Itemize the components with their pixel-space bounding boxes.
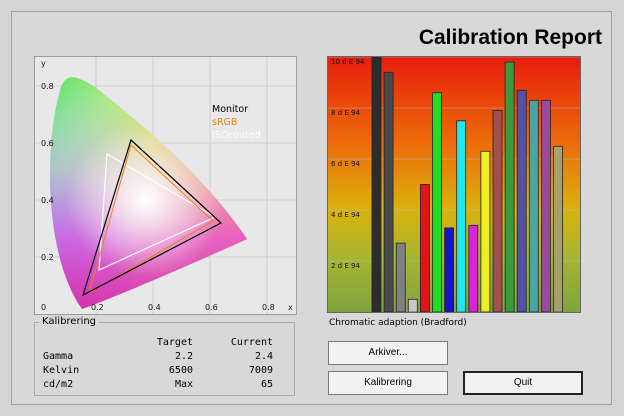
bar: [528, 99, 539, 312]
y-tick-label: 4 d E 94: [331, 211, 360, 219]
quit-button[interactable]: Quit: [463, 371, 583, 395]
current-value: 7009: [248, 364, 273, 376]
cie-plot-svg: [35, 57, 296, 314]
chart-caption: Chromatic adaption (Bradford): [329, 318, 467, 328]
calibrate-button[interactable]: Kalibrering: [328, 371, 448, 395]
cie-chromaticity-plot: y x 0.8 0.6 0.4 0.2 0 0.2 0.4 0.6 0.8 Mo…: [34, 56, 297, 315]
legend-monitor: Monitor: [212, 104, 249, 115]
target-value: 6500: [168, 364, 193, 376]
legend-isocoated: ISOcoated: [212, 130, 261, 141]
column-header: [43, 335, 113, 349]
x-tick: 0.2: [91, 303, 104, 312]
x-axis-label: x: [288, 303, 293, 312]
y-tick: 0.6: [41, 139, 54, 148]
column-header: Target: [156, 336, 193, 348]
x-tick: 0.4: [148, 303, 161, 312]
bar: [456, 120, 467, 312]
calibration-table: Target Current Gamma 2.2 2.4 Kelvin 6500…: [43, 335, 273, 391]
y-tick: 0.4: [41, 196, 54, 205]
row-label: cd/m2: [43, 378, 74, 390]
table-row: Kelvin 6500 7009: [43, 363, 273, 377]
table-row: cd/m2 Max 65: [43, 377, 273, 391]
group-title: Kalibrering: [39, 316, 100, 327]
row-label: Kelvin: [43, 364, 80, 376]
bar: [516, 89, 527, 312]
y-tick-label: 8 d E 94: [331, 109, 360, 117]
bar: [480, 150, 491, 312]
kalibrering-group: Kalibrering Target Current Gamma 2.2 2.4…: [34, 316, 295, 396]
x-tick: 0.8: [262, 303, 275, 312]
archive-button[interactable]: Arkiver...: [328, 341, 448, 365]
y-axis-label: y: [41, 59, 46, 68]
y-tick: 0.2: [41, 253, 54, 262]
target-value: 2.2: [174, 350, 193, 362]
legend-srgb: sRGB: [212, 117, 238, 128]
y-tick: 0: [41, 303, 47, 312]
row-label: Gamma: [43, 350, 74, 362]
bar: [371, 57, 382, 312]
bar: [407, 298, 418, 312]
bar: [468, 224, 479, 312]
page-title: Calibration Report: [418, 26, 602, 49]
table-header-row: Target Current: [43, 335, 273, 349]
spectral-locus: [49, 77, 247, 309]
monitor-gamut: [82, 138, 223, 297]
isocoated-gamut: [98, 152, 217, 271]
y-tick-label: 10 d E 94: [331, 58, 365, 66]
bar: [492, 110, 503, 312]
bar: [420, 184, 430, 312]
srgb-gamut: [88, 144, 214, 295]
bar: [504, 61, 515, 312]
delta-e-bar-chart: 10 d E 94 8 d E 94 6 d E 94 4 d E 94 2 d E 9…: [327, 56, 581, 313]
table-row: Gamma 2.2 2.4: [43, 349, 273, 363]
y-tick-label: 2 d E 94: [331, 262, 360, 270]
y-tick-label: 6 d E 94: [331, 160, 360, 168]
current-value: 65: [260, 378, 273, 390]
target-value: Max: [174, 378, 193, 390]
y-tick: 0.8: [41, 82, 54, 91]
bar: [383, 71, 394, 312]
bar: [432, 92, 442, 312]
bar-chart-svg: 10 d E 94 8 d E 94 6 d E 94 4 d E 94 2 d E 9…: [328, 57, 580, 312]
bar: [395, 242, 406, 312]
column-header: Current: [230, 336, 273, 348]
current-value: 2.4: [254, 350, 273, 362]
bar: [553, 145, 563, 312]
x-tick: 0.6: [205, 303, 218, 312]
bar: [444, 227, 454, 312]
bar: [540, 99, 551, 312]
